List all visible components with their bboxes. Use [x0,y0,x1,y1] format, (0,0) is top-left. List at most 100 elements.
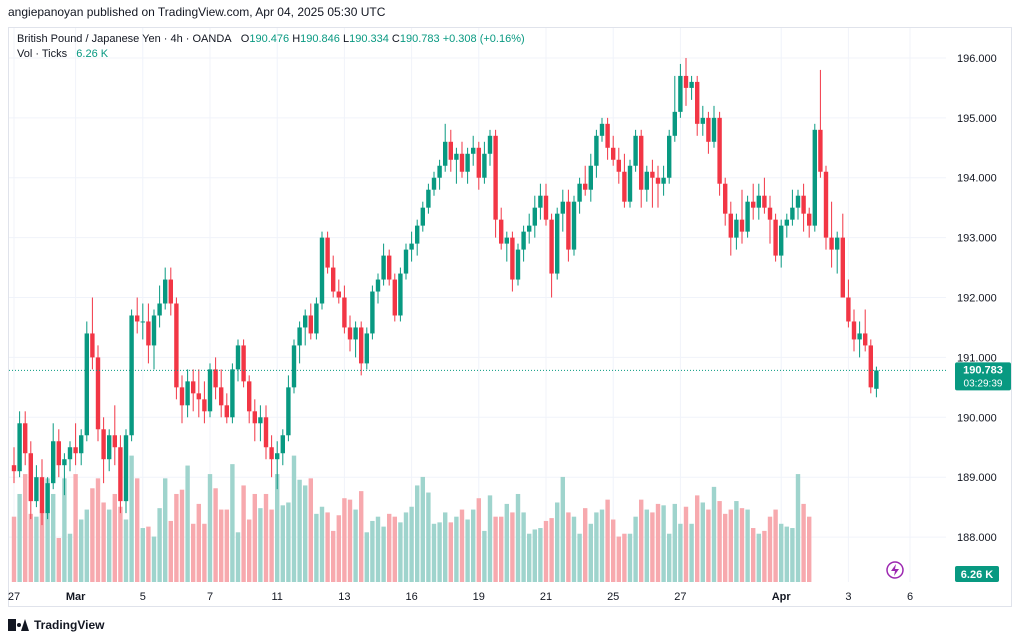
candle-body [695,81,700,124]
candle-body [728,213,733,238]
volume-bar [695,495,700,582]
volume-bar [381,526,386,582]
last-price-badge [955,362,1011,391]
time-tick-label: Mar [66,591,86,603]
volume-bar [207,474,213,582]
volume-bar [465,519,470,582]
candle-body [303,315,308,328]
volume-bar [437,522,442,582]
legend-high-label: H [292,33,301,45]
volume-bar [235,532,241,582]
volume-bar [353,509,358,582]
candle-body [409,243,414,250]
candle-body [661,177,666,184]
volume-bar [532,529,537,582]
candle-body [532,207,537,226]
volume-bar [734,501,739,582]
candle-body [437,165,442,178]
volume-bar [723,513,728,582]
candle-body [767,207,773,220]
volume-bar [51,493,56,582]
time-tick-label: 7 [207,591,213,603]
volume-bar [745,509,750,582]
candle-body [28,453,33,502]
volume-bar [739,508,745,582]
volume-bar [230,464,235,582]
volume-bar [717,501,722,582]
volume-bar [336,515,341,582]
candle-body [56,441,61,466]
volume-bar [415,485,420,582]
candle-body [812,129,817,226]
volume-bar [672,503,677,582]
volume-bar [213,488,218,582]
time-axis: 27 Mar 5 7 11 13 16 19 21 25 27 Apr 3 6 [8,591,913,603]
volume-bar [112,493,117,582]
candle-body [359,327,364,364]
volume-bar [527,533,532,582]
candle-body [263,417,269,448]
candle-body [723,183,728,214]
candle-body [756,195,761,208]
legend-volume-label[interactable]: Vol · Ticks [17,48,68,60]
candle-body [196,393,201,400]
candle-body [34,477,39,502]
volume-bar [157,508,162,582]
candle-body [583,183,588,190]
candle-body [555,213,560,274]
candle-body [863,333,868,346]
legend-high-value: 190.846 [300,33,340,45]
candle-body [667,135,672,178]
candle-body [689,81,694,88]
volume-bar [543,520,549,582]
volume-bar [504,503,509,582]
candle-body [107,435,112,460]
volume-bar [319,506,325,582]
time-tick-label: 25 [607,591,619,603]
volume-bar [459,509,465,582]
price-tick-label: 193.000 [957,233,997,245]
volume-bar [118,506,123,582]
volume-bar [359,491,364,582]
price-tick-label: 195.000 [957,113,997,125]
volume-bar [23,474,28,582]
volume-bar [398,522,403,582]
legend-change: +0.308 (+0.16%) [442,33,525,45]
candle-body [510,237,515,280]
candle-body [123,435,129,502]
legend-volume-row: Vol · Ticks 6.26 K [17,47,525,62]
candle-body [392,279,397,316]
volume-bar [387,513,392,582]
candle-body [235,345,241,370]
time-tick-label: 19 [473,591,485,603]
legend-volume-value: 6.26 K [76,48,109,60]
price-overlay: 190.783 03:29:39 6.26 K [9,362,1011,582]
candle-body [319,237,325,304]
legend-low-label: L [342,33,350,45]
volume-bar [202,523,207,582]
volume-bar [39,509,45,582]
candlestick-chart[interactable]: 196.000 195.000 194.000 193.000 192.000 191.0… [0,0,1024,610]
volume-bar [191,523,196,582]
candle-body [112,435,117,448]
candle-body [571,201,577,250]
candle-body [219,387,224,406]
legend-symbol[interactable]: British Pound / Japanese Yen · 4h · OAND… [17,33,232,45]
candle-body [566,201,571,250]
candle-body [269,447,274,460]
candle-body [454,153,459,160]
candle-body [151,315,157,346]
volume-bar [555,502,560,582]
legend-open-value: 190.476 [249,33,290,45]
volume-bar [314,513,319,582]
legend-open-label: O [240,33,250,45]
volume-bar [790,528,795,582]
candle-body [745,201,750,232]
volume-bar [588,523,593,582]
candle-body [717,117,722,184]
candle-body [174,303,179,388]
candle-body [23,423,28,454]
candle-body [515,249,521,280]
volume-bar [476,498,481,582]
volume-bar [291,455,297,582]
